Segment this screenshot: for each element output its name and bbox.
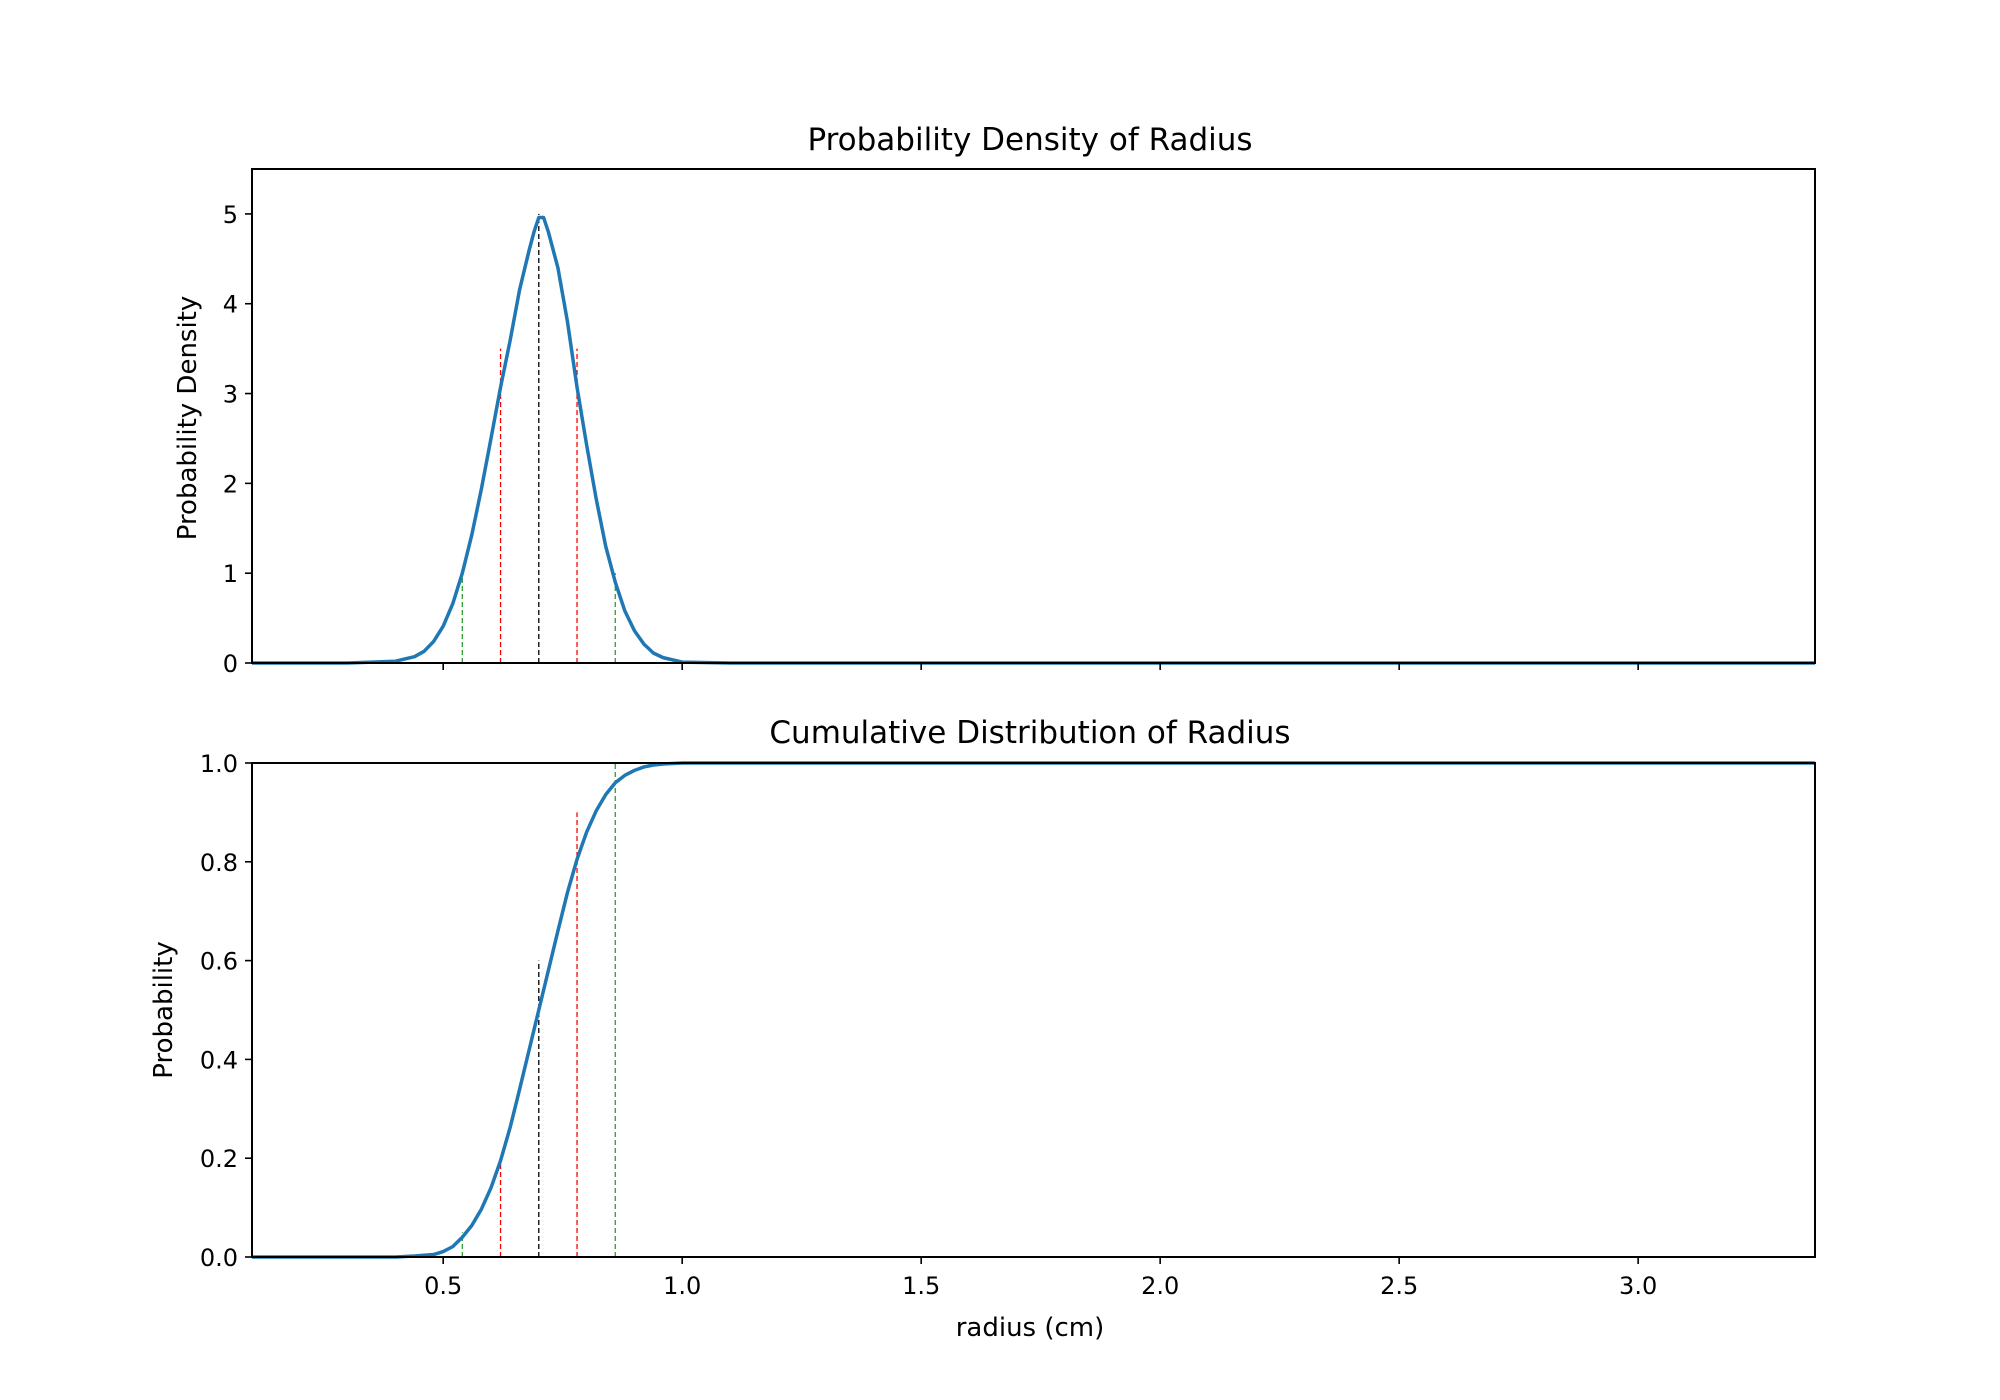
- pdf-y-tick-label: 3: [223, 381, 238, 409]
- cdf-x-tick-label: 1.0: [663, 1272, 701, 1300]
- pdf-ticks: 0 1 2 3 4 5: [223, 201, 1639, 678]
- pdf-marks: [252, 213, 1815, 665]
- pdf-y-tick-label: 5: [223, 201, 238, 229]
- cdf-x-tick-label: 0.5: [424, 1272, 462, 1300]
- cdf-x-tick-label: 1.5: [902, 1272, 940, 1300]
- pdf-y-axis-label: Probability Density: [173, 296, 203, 541]
- cdf-ticks: 0.5 1.0 1.5 2.0 2.5 3.0 0.0 0.2 0.4 0.6 0.8 1.0: [200, 750, 1657, 1300]
- cdf-y-tick-label: 0.2: [200, 1145, 238, 1173]
- cdf-y-tick-label: 0.6: [200, 948, 238, 976]
- pdf-curve-line: [252, 215, 1815, 665]
- cdf-y-tick-label: 0.0: [200, 1244, 238, 1272]
- cdf-x-axis-label: radius (cm): [956, 1313, 1105, 1343]
- cdf-y-tick-label: 0.8: [200, 849, 238, 877]
- cdf-y-tick-label: 1.0: [200, 750, 238, 778]
- pdf-y-tick-label: 0: [223, 650, 238, 678]
- pdf-plot-frame: [251, 168, 1816, 664]
- pdf-y-tick-label: 1: [223, 560, 238, 588]
- pdf-panel: Probability Density of Radius Probabilit…: [173, 122, 1816, 678]
- cdf-plot-frame: [251, 762, 1816, 1258]
- pdf-title: Probability Density of Radius: [807, 122, 1252, 158]
- pdf-y-tick-label: 4: [223, 291, 238, 319]
- cdf-x-tick-label: 2.0: [1141, 1272, 1179, 1300]
- cdf-y-axis-label: Probability: [149, 941, 179, 1078]
- cdf-panel: Cumulative Distribution of Radius Probab…: [149, 715, 1816, 1343]
- cdf-marks: [252, 761, 1815, 1259]
- pdf-y-tick-label: 2: [223, 470, 238, 498]
- cdf-title: Cumulative Distribution of Radius: [769, 715, 1290, 751]
- cdf-x-tick-label: 2.5: [1380, 1272, 1418, 1300]
- cdf-curve-line: [252, 761, 1815, 1259]
- cdf-x-tick-label: 3.0: [1619, 1272, 1657, 1300]
- cdf-y-tick-label: 0.4: [200, 1046, 238, 1074]
